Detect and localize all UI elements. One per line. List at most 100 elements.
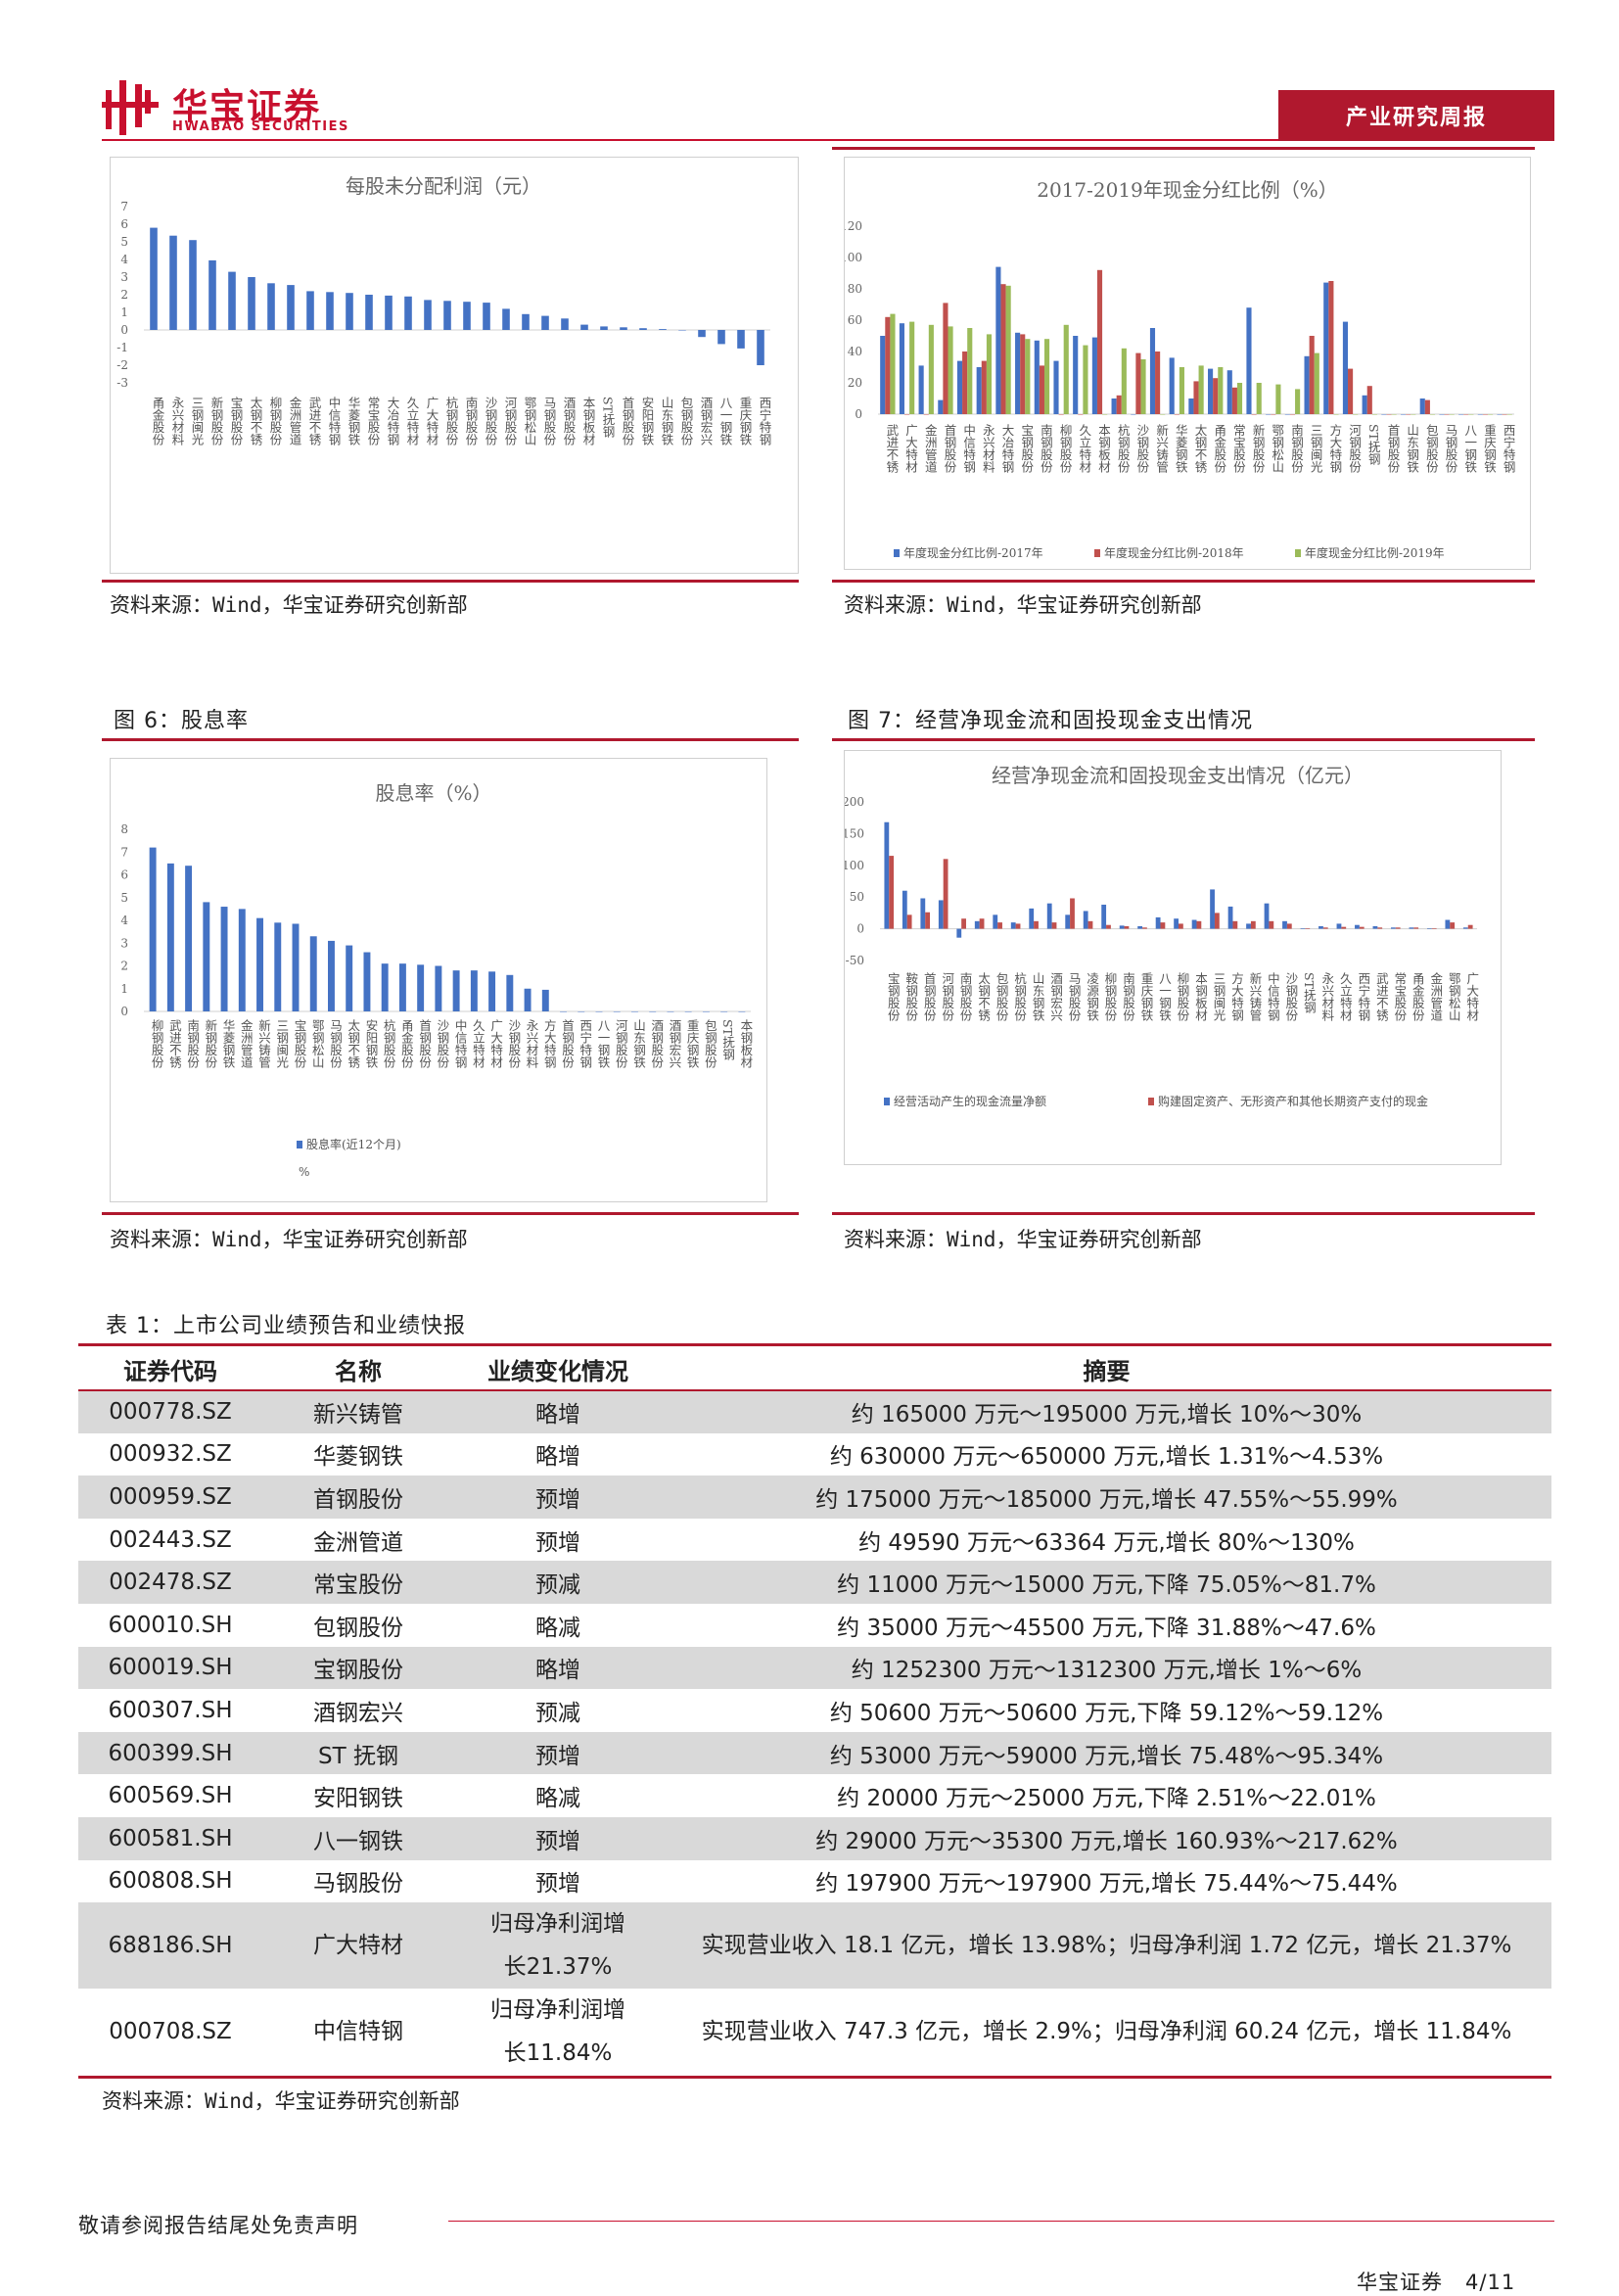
y-tick-label: 2 bbox=[120, 960, 128, 973]
bar bbox=[1155, 916, 1161, 929]
category-label: 杭钢股份 bbox=[382, 1018, 396, 1068]
cell-change: 预增 bbox=[454, 1816, 662, 1860]
bar bbox=[956, 928, 962, 938]
bar bbox=[976, 367, 982, 414]
bar bbox=[979, 918, 985, 929]
bar bbox=[381, 963, 389, 1011]
bar bbox=[943, 303, 948, 414]
cell-summary: 实现营业收入 18.1 亿元，增长 13.98%；归母净利润 1.72 亿元，增… bbox=[662, 1902, 1551, 1990]
table-row: 002443.SZ 金洲管道 预增 约 49590 万元～63364 万元,增长 80… bbox=[78, 1519, 1551, 1562]
hwabao-logo-icon bbox=[102, 80, 159, 135]
cell-name: 安阳钢铁 bbox=[313, 1786, 403, 1812]
bar bbox=[483, 303, 490, 330]
bar bbox=[1406, 414, 1411, 415]
cell-code: 600581.SH bbox=[78, 1816, 262, 1860]
bar bbox=[1236, 383, 1243, 414]
bar bbox=[684, 1011, 692, 1012]
cell-change: 预增 bbox=[454, 1476, 662, 1519]
bar bbox=[1116, 395, 1122, 414]
category-label: 广大特材 bbox=[425, 397, 439, 445]
category-label: ST抚钢 bbox=[720, 1019, 735, 1060]
category-label: 华菱钢铁 bbox=[221, 1018, 236, 1068]
bar bbox=[1160, 414, 1166, 415]
bar bbox=[938, 399, 944, 414]
bar bbox=[974, 920, 980, 929]
bar bbox=[920, 898, 926, 929]
bar bbox=[417, 964, 425, 1011]
category-label: ST抚钢 bbox=[1302, 972, 1317, 1013]
category-label: 新兴铸管 bbox=[256, 1018, 271, 1069]
bar bbox=[880, 336, 886, 414]
category-label: 大冶特钢 bbox=[1000, 424, 1015, 473]
bar bbox=[884, 821, 890, 929]
category-label: 太钢不锈 bbox=[249, 396, 263, 446]
cell-change: 预增 bbox=[535, 1529, 580, 1556]
cell-summary: 约 11000 万元～15000 万元,下降 75.05%～81.7% bbox=[662, 1561, 1551, 1604]
bar bbox=[1488, 414, 1494, 415]
bar bbox=[398, 963, 406, 1011]
bar bbox=[1391, 927, 1396, 929]
bar bbox=[903, 414, 910, 415]
category-label: 本钢板材 bbox=[738, 1019, 753, 1068]
cell-summary: 约 53000 万元～59000 万元,增长 75.48%～95.34% bbox=[662, 1731, 1551, 1775]
bar bbox=[1169, 357, 1175, 414]
figure-caption: 图 6：股息率 bbox=[114, 709, 249, 733]
bar bbox=[541, 989, 549, 1011]
bar bbox=[1251, 414, 1257, 415]
bar bbox=[1264, 903, 1270, 929]
category-label: 宝钢股份 bbox=[229, 397, 244, 445]
table-header-row: 证券代码 名称 业绩变化情况 摘要 bbox=[78, 1347, 1551, 1390]
cell-change: 略减 bbox=[535, 1615, 580, 1641]
bar bbox=[1304, 355, 1310, 414]
cell-code: 600010.SH bbox=[108, 1612, 233, 1638]
bar bbox=[1395, 927, 1401, 929]
bar bbox=[346, 945, 353, 1011]
category-label: 酒钢股份 bbox=[562, 397, 577, 445]
figure-source: 资料来源：Wind，华宝证券研究创新部 bbox=[844, 1228, 1202, 1251]
footer-company: 华宝证券 bbox=[1357, 2271, 1443, 2294]
legend-swatch bbox=[1295, 549, 1301, 557]
bar bbox=[995, 266, 1001, 414]
cell-name: 广大特材 bbox=[262, 1902, 454, 1990]
bar bbox=[1218, 367, 1224, 414]
bar bbox=[470, 970, 478, 1011]
category-label: 中信特钢 bbox=[327, 396, 342, 445]
bar bbox=[1015, 332, 1021, 414]
category-label: 鄂钢松山 bbox=[1270, 424, 1284, 473]
bar bbox=[1463, 414, 1469, 415]
bar bbox=[1482, 414, 1489, 415]
bar bbox=[1073, 336, 1079, 414]
bar bbox=[1087, 920, 1093, 929]
bar bbox=[560, 1011, 567, 1012]
bar bbox=[702, 1011, 710, 1012]
category-label: 南钢股份 bbox=[1121, 971, 1135, 1021]
table-row: 600019.SH 宝钢股份 略增约 1252300 万元～1312300 万元,增… bbox=[78, 1646, 1551, 1690]
bar bbox=[1155, 351, 1161, 414]
bar bbox=[906, 914, 912, 929]
y-tick-label: 8 bbox=[120, 822, 128, 836]
category-label: 武进不锈 bbox=[1374, 972, 1389, 1022]
bar bbox=[256, 917, 263, 1011]
category-label: 马钢股份 bbox=[1067, 972, 1082, 1021]
bar bbox=[1449, 414, 1455, 415]
category-label: 三钢闽光 bbox=[190, 397, 205, 445]
bar bbox=[890, 313, 896, 414]
category-label: 河钢股份 bbox=[940, 972, 954, 1021]
bar bbox=[720, 1011, 728, 1012]
cell-summary: 约 175000 万元～185000 万元,增长 47.55%～55.99% bbox=[662, 1476, 1551, 1519]
y-tick-label: -50 bbox=[846, 954, 864, 967]
y-tick-label: -3 bbox=[116, 376, 128, 390]
y-tick-label: 60 bbox=[848, 313, 862, 327]
bar bbox=[997, 922, 1002, 929]
category-label: 安阳钢铁 bbox=[363, 1018, 378, 1068]
category-label: 首钢股份 bbox=[560, 1019, 575, 1068]
bar bbox=[1424, 399, 1430, 414]
bar bbox=[1359, 926, 1365, 929]
cell-code: 600569.SH bbox=[108, 1783, 233, 1809]
bar bbox=[1137, 926, 1143, 929]
table-header-rule bbox=[78, 1389, 1551, 1391]
bar bbox=[1174, 414, 1180, 415]
bar bbox=[1226, 370, 1232, 414]
category-label: 武进不锈 bbox=[167, 1019, 182, 1069]
category-label: 广大特材 bbox=[1464, 972, 1479, 1021]
